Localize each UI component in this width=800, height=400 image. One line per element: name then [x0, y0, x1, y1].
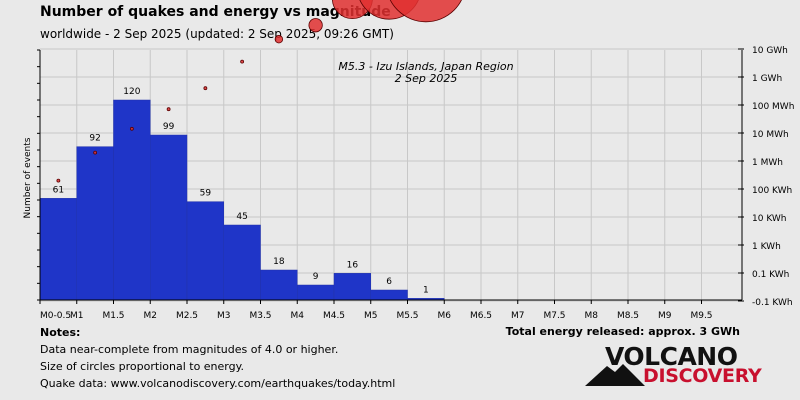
energy-tick-label: 10 MWh: [752, 130, 789, 140]
x-tick-label: M8.5: [617, 311, 639, 320]
x-tick-label: M4: [291, 311, 305, 320]
total-energy: Total energy released: approx. 3 GWh: [505, 325, 740, 338]
bar-count-label: 45: [236, 212, 247, 222]
x-tick-label: M3.5: [249, 311, 271, 320]
x-tick-label: M9: [658, 311, 672, 320]
notes-heading: Notes:: [40, 326, 81, 339]
y-axis-label: Number of events: [23, 137, 33, 218]
histogram-bar: [76, 146, 114, 301]
histogram-bar: [150, 134, 188, 301]
x-tick-label: M5.5: [396, 311, 418, 320]
histogram-bar: [113, 99, 151, 301]
note-line-3: Quake data: www.volcanodiscovery.com/ear…: [40, 377, 396, 390]
x-tick-label: M3: [217, 311, 231, 320]
logo-text-discovery: DISCOVERY: [643, 365, 762, 387]
histogram-bar: [223, 224, 261, 301]
note-line-1: Data near-complete from magnitudes of 4.…: [40, 343, 339, 356]
energy-tick-label: 1 KWh: [752, 242, 781, 252]
energy-bubble: [203, 86, 208, 91]
x-tick-label: M5: [364, 311, 378, 320]
logo-text-volcano: VOLCANO: [605, 342, 738, 371]
annotation-line2: 2 Sep 2025: [395, 72, 458, 85]
energy-tick-label: 100 KWh: [752, 186, 792, 196]
volcanodiscovery-logo: VOLCANO DISCOVERY: [585, 342, 762, 388]
x-tick-label: M9.5: [690, 311, 712, 320]
x-tick-label: M7: [511, 311, 525, 320]
x-tick-label: M1.5: [102, 311, 124, 320]
histogram-bar: [370, 289, 408, 301]
x-tick-label: M8: [585, 311, 599, 320]
energy-tick-label: 100 MWh: [752, 102, 794, 112]
notes-block: Notes: Data near-complete from magnitude…: [40, 324, 395, 392]
x-tick-label: M2.5: [176, 311, 198, 320]
bar-count-label: 59: [200, 189, 212, 199]
bar-count-label: 6: [386, 277, 392, 287]
energy-bubble: [274, 35, 284, 44]
energy-bubble: [389, 0, 462, 23]
x-tick-label: M2: [144, 311, 158, 320]
chart-subtitle: worldwide - 2 Sep 2025 (updated: 2 Sep 2…: [40, 27, 394, 41]
energy-bubble: [93, 150, 98, 155]
bar-count-label: 99: [163, 122, 175, 132]
bar-count-label: 16: [347, 260, 359, 270]
energy-tick-label: 1 GWh: [752, 74, 782, 84]
x-tick-label: M6: [438, 311, 452, 320]
volcano-logo-icon: [585, 364, 645, 386]
bar-count-label: 18: [273, 257, 285, 267]
energy-bubble: [166, 107, 171, 112]
bar-count-label: 120: [123, 87, 140, 97]
bubbles-layer: [56, 0, 462, 183]
bar-count-label: 9: [313, 272, 319, 282]
energy-bubble: [240, 59, 245, 64]
energy-bubble: [129, 126, 134, 131]
x-tick-label: M0-0.5: [40, 311, 71, 320]
histogram-bar: [297, 284, 335, 301]
x-tick-label: M1: [70, 311, 84, 320]
x-tick-label: M6.5: [470, 311, 492, 320]
histogram-bar: [333, 273, 371, 301]
bar-count-label: 61: [53, 185, 64, 195]
axes-layer: -0.1 KWh 0.1 KWh 1 KWh 10 KWh 100 KWh 1 MWh 10…: [37, 46, 794, 320]
chart-title: Number of quakes and energy vs magnitude: [40, 4, 391, 20]
energy-tick-label: 1 MWh: [752, 158, 783, 168]
x-tick-label: M7.5: [543, 311, 565, 320]
histogram-bar: [260, 269, 298, 301]
energy-bubble: [56, 178, 61, 183]
energy-tick-label: 0.1 KWh: [752, 270, 789, 280]
bar-count-label: 1: [423, 285, 429, 295]
note-line-2: Size of circles proportional to energy.: [40, 360, 245, 373]
x-tick-label: M4.5: [323, 311, 345, 320]
bar-count-label: 92: [89, 134, 100, 144]
histogram-bar: [39, 198, 77, 301]
energy-tick-label: 10 GWh: [752, 46, 788, 56]
annotation-line1: M5.3 - Izu Islands, Japan Region: [338, 60, 513, 73]
bars-layer: [39, 99, 445, 301]
energy-bubble: [308, 18, 323, 33]
energy-tick-label: 10 KWh: [752, 214, 787, 224]
energy-tick-label: -0.1 KWh: [752, 298, 793, 308]
histogram-bar: [186, 201, 224, 301]
